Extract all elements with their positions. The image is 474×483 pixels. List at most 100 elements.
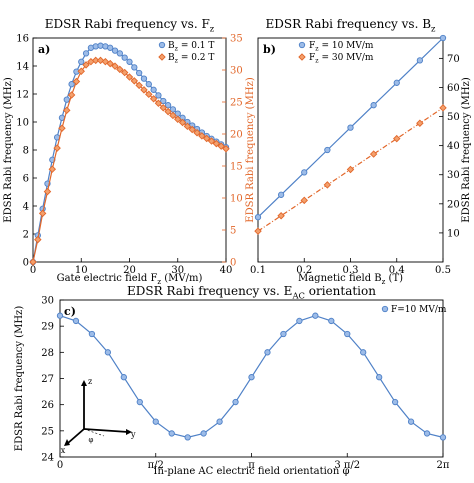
panel-c-ytick-label: 28 bbox=[41, 348, 54, 359]
panel-a-point bbox=[140, 75, 148, 82]
panel-a-series-line bbox=[32, 59, 227, 263]
panel-a-ytick-label: 14 bbox=[16, 62, 29, 73]
panel-b-legend-entry: Fz = 30 MV/m bbox=[309, 53, 374, 65]
panel-a-point bbox=[174, 115, 182, 124]
panel-a-point bbox=[106, 59, 114, 68]
panel-c-ytick-label: 27 bbox=[41, 374, 54, 385]
panel-c-point bbox=[407, 418, 415, 425]
panel-a-legend-marker bbox=[158, 41, 166, 49]
panel-c-point bbox=[376, 374, 383, 381]
panel-a-point bbox=[63, 96, 70, 103]
inset-field-direction bbox=[83, 428, 105, 437]
panel-b-title: EDSR Rabi frequency vs. Bz bbox=[266, 17, 436, 33]
panel-c-point bbox=[120, 374, 127, 381]
panel-a-point bbox=[126, 58, 133, 65]
panel-b-point bbox=[370, 102, 377, 109]
panel-c-point bbox=[423, 430, 431, 437]
panel-b-point bbox=[300, 196, 308, 205]
panel-a-point bbox=[135, 81, 143, 90]
panel-c-label: c) bbox=[64, 305, 76, 318]
panel-c-ytick-label: 30 bbox=[41, 296, 54, 307]
panel-a-point bbox=[77, 67, 85, 76]
panel-b-point bbox=[369, 150, 378, 158]
panel-a-point bbox=[207, 137, 216, 145]
panel-a-ytick-label: 8 bbox=[23, 146, 29, 157]
panel-a-point bbox=[82, 61, 90, 69]
panel-a-point bbox=[101, 57, 110, 66]
panel-a-point bbox=[120, 68, 129, 77]
panel-b-point bbox=[416, 57, 424, 64]
panel-a-point bbox=[188, 125, 196, 134]
panel-a-xtick-label: 40 bbox=[220, 265, 233, 276]
panel-a-ytick-right-label: 10 bbox=[230, 194, 243, 205]
panel-c-xtick-label: π bbox=[248, 460, 255, 471]
panel-b-xtick-label: 0.5 bbox=[435, 265, 451, 276]
panel-a-point bbox=[135, 69, 143, 77]
panel-c-xtick-label: 3 π/2 bbox=[334, 460, 360, 471]
inset-y-arrowhead bbox=[126, 429, 132, 435]
panel-a-point bbox=[212, 139, 221, 148]
panel-a-xtick-label: 0 bbox=[30, 265, 36, 276]
panel-a-ytick-right-label: 5 bbox=[230, 226, 236, 237]
panel-a-point bbox=[58, 124, 66, 132]
panel-a-ytick-right-label: 35 bbox=[230, 34, 243, 45]
panel-c-ytick-label: 26 bbox=[41, 400, 54, 411]
panel-a-xtick-label: 10 bbox=[75, 265, 88, 276]
panel-a-label: a) bbox=[38, 43, 50, 56]
panel-c-ytick-label: 29 bbox=[41, 322, 54, 333]
panel-b-point bbox=[346, 165, 355, 174]
panel-c-xtick-label: π/2 bbox=[148, 460, 164, 471]
panel-b-point bbox=[254, 227, 262, 235]
panel-a-ytick-right-label: 30 bbox=[230, 66, 243, 77]
panel-a-point bbox=[154, 99, 163, 108]
panel-a-ytick-label: 0 bbox=[23, 258, 29, 269]
panel-a-ytick-label: 16 bbox=[16, 34, 29, 45]
panel-a-legend-entry: Bz = 0.2 T bbox=[168, 53, 214, 65]
panel-c-point bbox=[152, 418, 159, 425]
panel-b-xtick-label: 0.4 bbox=[389, 265, 405, 276]
panel-a-frame bbox=[32, 37, 227, 263]
panel-b-point bbox=[277, 191, 285, 198]
panel-a-point bbox=[67, 91, 76, 99]
panel-c-point bbox=[280, 330, 287, 338]
inset-angle-label: φ bbox=[89, 436, 94, 444]
panel-b-xtick-label: 0.1 bbox=[250, 265, 266, 276]
panel-c-point bbox=[168, 430, 175, 437]
panel-b-ytick-label: 70 bbox=[447, 54, 460, 65]
panel-a-point bbox=[183, 122, 192, 131]
panel-c-point bbox=[264, 349, 271, 356]
panel-b-point bbox=[393, 79, 400, 86]
panel-a-ytick-label: 10 bbox=[16, 118, 29, 129]
panel-a-point bbox=[178, 118, 187, 127]
panel-a-legend-marker bbox=[158, 53, 166, 61]
panel-a-point bbox=[107, 44, 114, 51]
panel-c-point bbox=[391, 398, 399, 406]
panel-a-point bbox=[130, 77, 139, 85]
panel-a-ytick-right-label: 20 bbox=[230, 130, 243, 141]
panel-a-point bbox=[78, 58, 85, 65]
panel-c-point bbox=[216, 418, 223, 425]
panel-c-point bbox=[56, 312, 64, 319]
panel-c-legend-entry: F=10 MV/m bbox=[391, 305, 447, 315]
panel-a-ytick-label: 4 bbox=[23, 202, 29, 213]
panel-a-xtick-label: 20 bbox=[123, 265, 136, 276]
panel-a-point bbox=[198, 132, 206, 140]
panel-b-point bbox=[323, 181, 332, 189]
panel-a-point bbox=[155, 92, 162, 99]
panel-a-point bbox=[68, 81, 75, 88]
panel-a-ytick-label: 6 bbox=[23, 174, 29, 185]
panel-c-point bbox=[104, 349, 112, 356]
panel-b-point bbox=[301, 169, 308, 176]
panel-c-ytick-label: 25 bbox=[41, 426, 54, 437]
panel-a-ytick-right-label: 0 bbox=[230, 258, 236, 269]
panel-b-xlabel: Magnetic field Bz (T) bbox=[298, 273, 403, 286]
panel-c-xlabel: In-plane AC electric field orientation φ bbox=[154, 466, 350, 477]
panel-b-ylabel-right: EDSR Rabi frequency (MHz) bbox=[461, 77, 472, 223]
inset-x-arrowhead bbox=[64, 439, 70, 446]
panel-a-xtick-label: 30 bbox=[171, 265, 184, 276]
panel-a-point bbox=[34, 235, 42, 244]
panel-a-point bbox=[140, 86, 148, 94]
inset-x-label: x bbox=[61, 446, 66, 455]
panel-c-point bbox=[312, 312, 319, 319]
